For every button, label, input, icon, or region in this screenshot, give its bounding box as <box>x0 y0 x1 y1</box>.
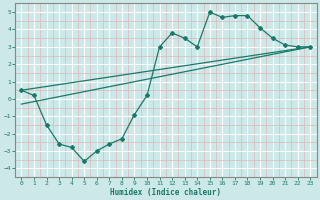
X-axis label: Humidex (Indice chaleur): Humidex (Indice chaleur) <box>110 188 221 197</box>
